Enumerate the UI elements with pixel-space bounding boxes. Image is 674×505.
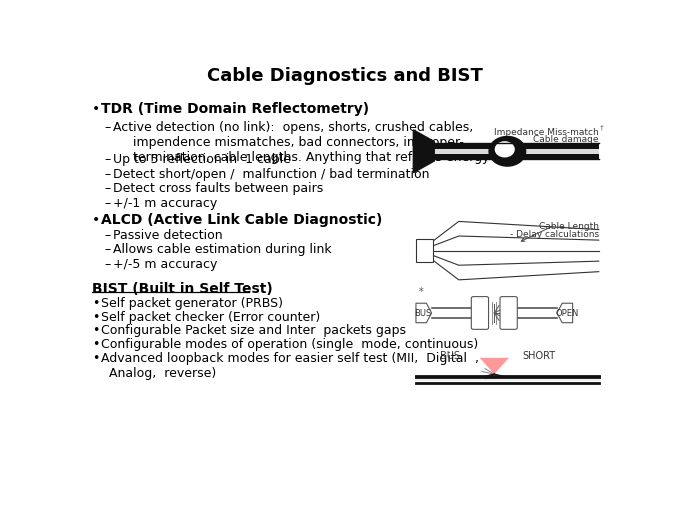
Bar <box>416 239 433 263</box>
Bar <box>434 144 492 149</box>
Text: Self packet generator (PRBS): Self packet generator (PRBS) <box>102 296 284 310</box>
Polygon shape <box>557 304 573 323</box>
Text: ALCD (Active Link Cable Diagnostic): ALCD (Active Link Cable Diagnostic) <box>102 213 383 227</box>
Text: Passive detection: Passive detection <box>113 229 222 241</box>
Text: –: – <box>104 121 111 134</box>
Text: Configurable Packet size and Inter  packets gaps: Configurable Packet size and Inter packe… <box>102 324 406 337</box>
Text: Cable Diagnostics and BIST: Cable Diagnostics and BIST <box>208 66 483 84</box>
Text: –: – <box>104 258 111 270</box>
Text: –: – <box>104 182 111 195</box>
Text: BUS: BUS <box>440 350 460 360</box>
Text: Cable damage: Cable damage <box>533 135 599 144</box>
Text: ⁎: ⁎ <box>419 283 423 293</box>
Text: Advanced loopback modes for easier self test (MII,  Digital  ,
  Analog,  revers: Advanced loopback modes for easier self … <box>102 351 479 379</box>
Ellipse shape <box>489 137 526 167</box>
Text: –: – <box>104 168 111 180</box>
Text: –: – <box>104 196 111 209</box>
Text: +/-5 m accuracy: +/-5 m accuracy <box>113 258 217 270</box>
Text: SHORT: SHORT <box>522 350 555 360</box>
Text: Active detection (no link):  opens, shorts, crushed cables,
     impendence mism: Active detection (no link): opens, short… <box>113 121 489 164</box>
Text: +/-1 m accuracy: +/-1 m accuracy <box>113 196 217 209</box>
Bar <box>523 149 599 155</box>
Text: •: • <box>92 296 100 310</box>
Polygon shape <box>416 304 431 323</box>
Text: BIST (Built in Self Test): BIST (Built in Self Test) <box>92 281 273 295</box>
Text: †: † <box>600 125 603 130</box>
Text: –: – <box>104 153 111 166</box>
Text: Configurable modes of operation (single  mode, continuous): Configurable modes of operation (single … <box>102 337 479 350</box>
FancyBboxPatch shape <box>500 297 517 330</box>
Bar <box>523 144 599 149</box>
Bar <box>434 149 492 155</box>
Text: •: • <box>92 310 100 323</box>
Text: Impedance Miss-match: Impedance Miss-match <box>494 128 599 137</box>
Text: BUS: BUS <box>414 309 431 318</box>
FancyBboxPatch shape <box>471 297 489 330</box>
Text: •: • <box>92 351 100 364</box>
Text: - Delay calculations: - Delay calculations <box>510 229 599 238</box>
Text: Allows cable estimation during link: Allows cable estimation during link <box>113 243 332 256</box>
Ellipse shape <box>495 142 515 158</box>
Bar <box>523 155 599 160</box>
Text: •: • <box>92 213 100 227</box>
Text: Detect cross faults between pairs: Detect cross faults between pairs <box>113 182 324 195</box>
Text: •: • <box>92 102 100 116</box>
Bar <box>434 155 492 160</box>
Text: –: – <box>104 229 111 241</box>
Text: Cable Length: Cable Length <box>539 221 599 230</box>
Text: TDR (Time Domain Reflectometry): TDR (Time Domain Reflectometry) <box>102 102 369 116</box>
Text: –: – <box>104 243 111 256</box>
Text: OPEN: OPEN <box>555 309 578 318</box>
Polygon shape <box>480 358 509 374</box>
Text: Self packet checker (Error counter): Self packet checker (Error counter) <box>102 310 321 323</box>
Polygon shape <box>413 131 434 173</box>
Text: Detect short/open /  malfunction / bad termination: Detect short/open / malfunction / bad te… <box>113 168 429 180</box>
Text: Up to 5 reflection in  1 cable: Up to 5 reflection in 1 cable <box>113 153 291 166</box>
Text: •: • <box>92 337 100 350</box>
Text: •: • <box>92 324 100 337</box>
